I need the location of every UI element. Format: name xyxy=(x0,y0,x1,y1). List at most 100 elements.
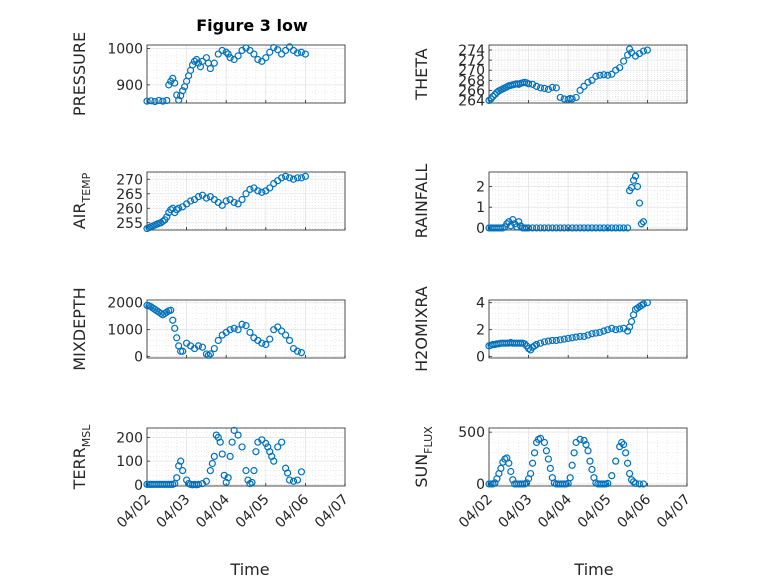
data-point xyxy=(576,224,584,232)
data-point xyxy=(596,224,604,232)
data-point xyxy=(544,337,553,345)
data-point xyxy=(526,469,535,478)
data-point xyxy=(285,336,294,345)
data-point xyxy=(169,316,177,324)
y-axis-label: AIRTEMP xyxy=(70,172,93,229)
data-point xyxy=(552,336,560,345)
data-point xyxy=(250,467,258,475)
data-point xyxy=(546,464,554,472)
data-point xyxy=(523,479,531,487)
data-point xyxy=(521,340,529,348)
data-point xyxy=(620,440,628,449)
data-point xyxy=(242,190,250,198)
data-point xyxy=(230,198,238,207)
data-point xyxy=(503,220,511,228)
sun-flux-axes: 04/02 04/03 04/04 04/05 04/06 04/07 0 500 SUNFLU… xyxy=(412,425,694,531)
y-tick-label: 264 xyxy=(458,93,485,109)
data-point xyxy=(194,59,203,67)
data-point xyxy=(143,97,151,105)
data-point xyxy=(230,55,238,64)
data-point xyxy=(588,330,596,338)
data-point xyxy=(556,224,564,232)
data-point xyxy=(224,50,232,58)
data-point xyxy=(194,193,203,201)
data-point xyxy=(625,469,634,478)
x-tick-label: 04/04 xyxy=(535,491,575,531)
data-point xyxy=(588,465,596,474)
x-tick-label: 04/04 xyxy=(193,491,233,531)
data-point xyxy=(604,71,612,79)
rainfall-axes: 0 1 2 RAINFALL xyxy=(412,164,688,239)
data-point xyxy=(167,306,175,314)
data-point xyxy=(183,476,191,484)
data-point xyxy=(530,449,539,457)
data-point xyxy=(252,448,260,456)
data-point xyxy=(151,97,159,106)
data-point xyxy=(580,82,588,90)
data-point xyxy=(293,49,302,57)
y-axis-label: RAINFALL xyxy=(412,164,431,239)
x-tick-label: 04/06 xyxy=(614,491,654,531)
data-point xyxy=(297,468,306,476)
x-tick-label: 04/07 xyxy=(654,492,694,532)
data-point xyxy=(210,344,218,353)
data-point xyxy=(218,450,226,458)
data-point xyxy=(623,459,632,467)
data-point xyxy=(171,324,179,332)
data-point xyxy=(536,434,545,442)
axes-box xyxy=(146,427,346,487)
data-point xyxy=(552,224,560,232)
data-point xyxy=(159,217,167,225)
data-point xyxy=(214,336,222,345)
data-point xyxy=(631,479,640,488)
data-point xyxy=(612,326,620,334)
data-point xyxy=(608,472,616,480)
data-point xyxy=(620,224,628,232)
data-point xyxy=(622,449,630,457)
data-point xyxy=(228,438,236,446)
data-point xyxy=(556,336,564,344)
data-point xyxy=(186,197,195,205)
data-point xyxy=(588,224,596,232)
data-point xyxy=(560,224,568,232)
figure-title: Figure 3 low xyxy=(196,16,308,35)
data-point xyxy=(505,459,513,467)
data-point xyxy=(570,449,578,457)
data-point xyxy=(528,224,537,232)
data-point xyxy=(258,57,266,65)
data-point xyxy=(190,57,199,65)
data-point xyxy=(262,340,270,349)
y-tick-label: 0 xyxy=(476,350,485,366)
y-tick-label: 0 xyxy=(476,221,485,237)
data-point xyxy=(532,224,541,232)
x-tick-label: 04/07 xyxy=(312,492,352,532)
data-point xyxy=(194,342,203,350)
data-point xyxy=(600,71,608,79)
data-point xyxy=(528,459,537,467)
data-point xyxy=(582,440,590,449)
y-tick-label: 0 xyxy=(476,477,485,493)
y-tick-label: 266 xyxy=(458,83,485,99)
data-point xyxy=(293,174,302,182)
data-point xyxy=(564,334,572,343)
data-point xyxy=(588,76,596,84)
axes-box xyxy=(488,299,688,359)
data-point xyxy=(218,46,226,55)
data-point xyxy=(564,224,572,232)
data-point xyxy=(175,204,183,212)
data-point xyxy=(485,96,493,105)
data-point xyxy=(524,80,533,88)
data-point xyxy=(612,224,620,232)
x-tick-label: 04/03 xyxy=(496,492,536,532)
data-point xyxy=(278,50,286,58)
data-point xyxy=(242,322,250,330)
data-point xyxy=(491,479,499,487)
data-point xyxy=(515,218,523,226)
data-point xyxy=(301,50,309,58)
y-tick-label: 270 xyxy=(458,63,485,79)
data-point xyxy=(262,439,270,447)
y-tick-label: 274 xyxy=(458,43,485,59)
data-point xyxy=(218,201,226,209)
data-point xyxy=(572,333,580,341)
